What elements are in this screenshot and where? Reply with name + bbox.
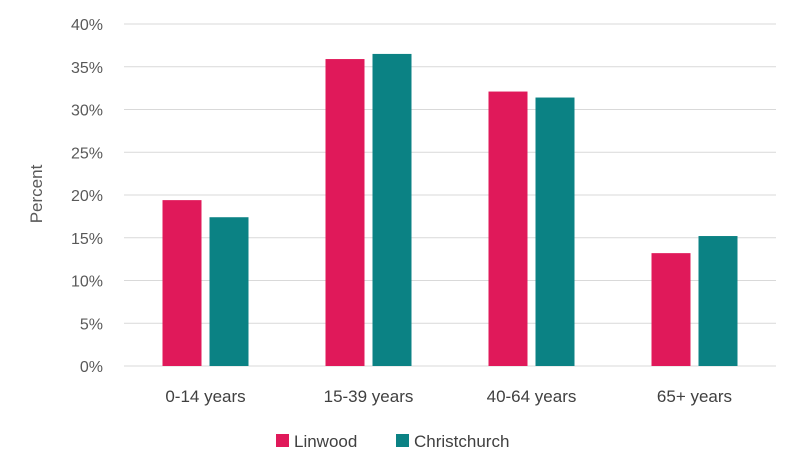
x-tick-label: 65+ years bbox=[657, 387, 732, 406]
legend: Linwood Christchurch bbox=[276, 432, 509, 451]
y-tick-label: 20% bbox=[71, 188, 103, 205]
y-tick-label: 40% bbox=[71, 17, 103, 34]
x-tick-label: 15-39 years bbox=[324, 387, 414, 406]
y-tick-label: 5% bbox=[80, 316, 103, 333]
y-tick-label: 15% bbox=[71, 231, 103, 248]
y-tick-label: 0% bbox=[80, 359, 103, 376]
x-tick-label: 40-64 years bbox=[487, 387, 577, 406]
y-tick-label: 35% bbox=[71, 60, 103, 77]
bar-linwood-0 bbox=[162, 200, 202, 366]
bar-linwood-2 bbox=[488, 91, 528, 367]
legend-swatch-christchurch bbox=[396, 434, 409, 447]
legend-label: Christchurch bbox=[414, 432, 509, 451]
bar-christchurch-0 bbox=[209, 217, 249, 366]
bar-christchurch-1 bbox=[372, 53, 412, 367]
legend-swatch-linwood bbox=[276, 434, 289, 447]
bar-linwood-3 bbox=[651, 253, 691, 366]
x-axis-ticks: 0-14 years 15-39 years 40-64 years 65+ year… bbox=[165, 387, 732, 406]
bar-linwood-1 bbox=[325, 59, 365, 367]
y-axis-label: Percent bbox=[27, 164, 46, 223]
y-tick-label: 25% bbox=[71, 145, 103, 162]
bars bbox=[162, 53, 738, 367]
y-tick-label: 10% bbox=[71, 274, 103, 291]
y-tick-label: 30% bbox=[71, 103, 103, 120]
x-tick-label: 0-14 years bbox=[165, 387, 245, 406]
bar-christchurch-3 bbox=[698, 236, 738, 366]
bar-christchurch-2 bbox=[535, 97, 575, 366]
y-axis-ticks: 0% 5% 10% 15% 20% 25% 30% 35% 40% bbox=[71, 17, 103, 376]
legend-label: Linwood bbox=[294, 432, 357, 451]
